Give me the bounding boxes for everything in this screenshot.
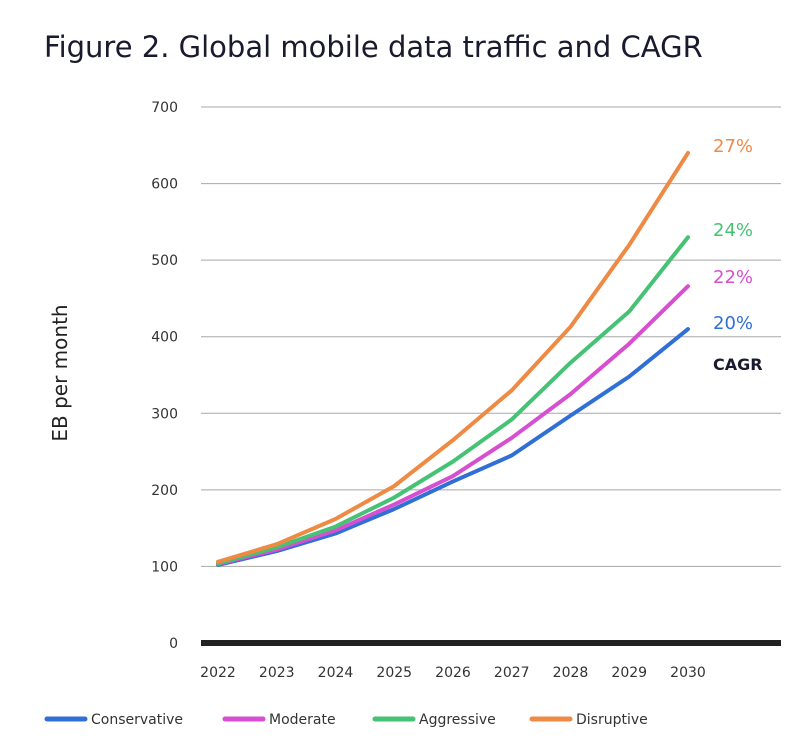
- x-tick-label-2022: 2022: [200, 665, 236, 681]
- series-line-aggressive: [216, 235, 690, 566]
- y-axis-label: EB per month: [48, 304, 72, 441]
- x-tick-label-2029: 2029: [611, 665, 647, 681]
- y-tick-label-600: 600: [151, 177, 178, 193]
- series-line-moderate: [216, 284, 690, 567]
- cagr-value-aggressive: 24%: [713, 220, 753, 241]
- legend-label-conservative: Conservative: [91, 712, 183, 728]
- y-tick-label-400: 400: [151, 330, 178, 346]
- series-line-disruptive: [216, 150, 690, 564]
- cagr-label: CAGR: [713, 355, 763, 374]
- legend-label-aggressive: Aggressive: [419, 712, 496, 728]
- x-tick-label-2026: 2026: [435, 665, 471, 681]
- y-tick-label-100: 100: [151, 559, 178, 575]
- chart-title: Figure 2. Global mobile data traffic and…: [44, 30, 703, 64]
- legend-label-moderate: Moderate: [269, 712, 336, 728]
- legend-label-disruptive: Disruptive: [576, 712, 648, 728]
- cagr-labels: 20% 22% 24% 27%: [713, 136, 753, 334]
- x-tick-label-2023: 2023: [259, 665, 295, 681]
- legend: Conservative Moderate Aggressive Disruptive: [44, 712, 648, 728]
- x-tick-label-2030: 2030: [670, 665, 706, 681]
- x-tick-label-2025: 2025: [376, 665, 412, 681]
- y-axis-ticks: 0 100 200 300 400 500 600 700: [151, 100, 178, 652]
- cagr-value-conservative: 20%: [713, 313, 753, 334]
- x-axis-ticks: 2022 2023 2024 2025 2026 2027 2028 2029 2030: [200, 665, 706, 681]
- series-lines: [216, 150, 690, 567]
- y-tick-label-700: 700: [151, 100, 178, 116]
- cagr-value-disruptive: 27%: [713, 136, 753, 157]
- y-tick-label-200: 200: [151, 483, 178, 499]
- series-line-conservative: [216, 327, 690, 567]
- x-tick-label-2024: 2024: [318, 665, 354, 681]
- cagr-value-moderate: 22%: [713, 267, 753, 288]
- x-tick-label-2027: 2027: [494, 665, 530, 681]
- grid: [201, 106, 781, 646]
- y-tick-label-500: 500: [151, 253, 178, 269]
- y-tick-label-300: 300: [151, 406, 178, 422]
- x-tick-label-2028: 2028: [553, 665, 589, 681]
- y-tick-label-0: 0: [169, 636, 178, 652]
